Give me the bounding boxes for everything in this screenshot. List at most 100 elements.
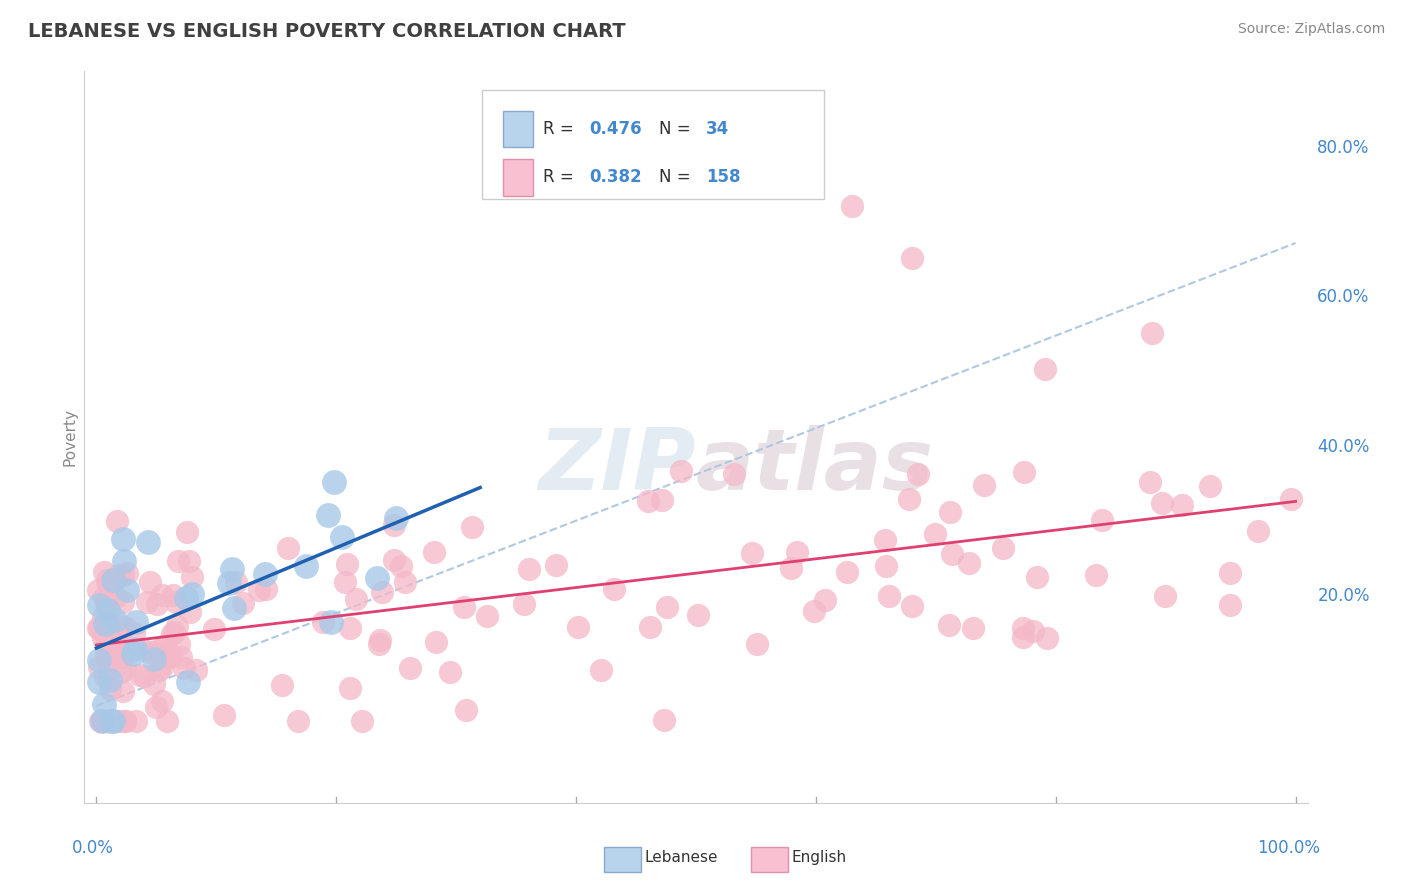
Point (103, 636, 125, 650)
Point (1014, 465, 1036, 479)
Point (146, 597, 169, 611)
Text: 0.382: 0.382 (589, 169, 643, 186)
Point (97, 615, 120, 629)
Point (786, 545, 808, 559)
Point (333, 575, 356, 590)
Point (1198, 479, 1220, 493)
Point (900, 599, 922, 614)
Point (170, 650, 193, 665)
Point (814, 593, 837, 607)
Point (385, 511, 408, 525)
Point (741, 546, 763, 560)
Point (173, 660, 195, 674)
Point (91, 714, 114, 728)
Point (107, 568, 129, 582)
Point (148, 663, 170, 677)
Point (637, 494, 659, 508)
Point (103, 650, 125, 665)
Point (371, 584, 394, 599)
Point (1026, 570, 1049, 584)
Point (150, 659, 173, 673)
Point (121, 647, 143, 661)
Point (567, 620, 589, 634)
Point (287, 714, 309, 728)
Point (993, 541, 1015, 555)
Point (96, 648, 118, 663)
Text: Lebanese: Lebanese (644, 850, 718, 865)
Text: 34: 34 (706, 120, 728, 138)
Point (366, 571, 388, 585)
Point (350, 714, 373, 728)
Point (202, 622, 225, 636)
Point (1012, 630, 1035, 644)
Text: atlas: atlas (696, 425, 934, 508)
Point (394, 575, 416, 590)
Point (124, 641, 146, 656)
Point (156, 645, 179, 659)
Point (159, 648, 181, 663)
Point (108, 714, 131, 728)
Point (101, 714, 124, 728)
Point (91, 714, 114, 728)
Point (125, 615, 148, 630)
Text: R =: R = (543, 120, 579, 138)
Point (453, 599, 475, 614)
Point (181, 587, 204, 601)
Point (512, 597, 534, 611)
Point (1171, 498, 1194, 512)
Point (879, 589, 901, 603)
Point (938, 618, 960, 632)
Point (112, 554, 135, 568)
Point (391, 559, 413, 574)
Point (122, 626, 145, 640)
Point (1084, 568, 1107, 582)
Point (344, 591, 367, 606)
Point (271, 678, 294, 692)
Point (1035, 631, 1057, 645)
Point (136, 535, 159, 549)
Point (107, 640, 129, 654)
Point (89, 714, 111, 728)
Point (174, 591, 197, 606)
Point (669, 464, 692, 478)
Point (87, 675, 110, 690)
Point (461, 520, 484, 534)
Point (973, 478, 995, 492)
Point (1022, 624, 1045, 638)
Point (112, 684, 135, 698)
Point (111, 595, 134, 609)
Point (143, 651, 166, 665)
Point (166, 619, 188, 633)
Point (686, 608, 709, 623)
Point (254, 582, 277, 596)
Point (115, 583, 138, 598)
Point (875, 533, 897, 547)
Point (841, 199, 863, 213)
Point (835, 566, 858, 580)
Point (591, 663, 613, 677)
Point (368, 632, 391, 647)
Point (339, 681, 361, 695)
Point (105, 514, 128, 528)
Point (87, 653, 110, 667)
Point (517, 562, 540, 576)
Point (93, 590, 115, 604)
Point (93, 617, 115, 632)
Point (93, 632, 115, 646)
Point (638, 620, 661, 634)
Point (129, 668, 152, 682)
Text: N =: N = (659, 120, 696, 138)
Point (143, 677, 166, 691)
Point (139, 644, 162, 658)
Point (1091, 512, 1114, 526)
Point (86, 582, 108, 597)
Point (114, 714, 136, 728)
Point (89, 660, 111, 674)
Point (160, 627, 183, 641)
Point (108, 619, 131, 633)
Point (330, 530, 353, 544)
Point (939, 505, 962, 519)
Point (98, 673, 121, 687)
Point (1140, 326, 1163, 340)
Point (907, 467, 929, 481)
